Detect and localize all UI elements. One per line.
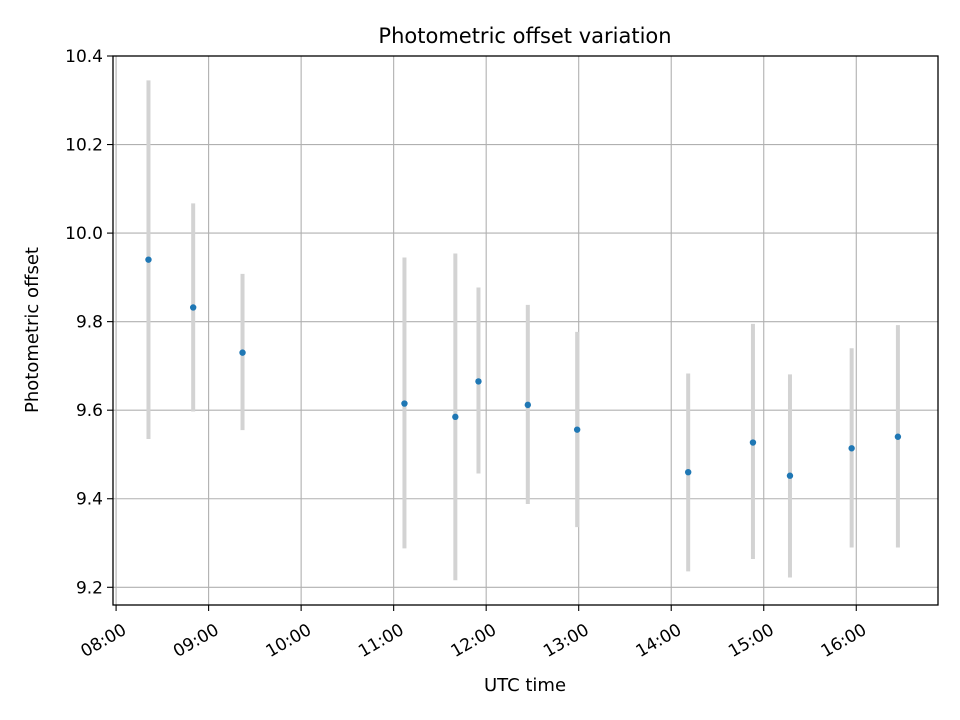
data-point [524, 401, 532, 409]
data-point [684, 468, 692, 476]
y-tick-label: 9.2 [76, 578, 103, 598]
data-point [573, 426, 581, 433]
y-axis-label: Photometric offset [22, 247, 43, 413]
y-tick-label: 10.0 [65, 224, 103, 244]
x-axis-label: UTC time [484, 675, 566, 696]
data-point [239, 349, 246, 356]
y-tick-label: 10.4 [65, 47, 103, 67]
data-point [749, 439, 757, 446]
data-point [189, 304, 197, 311]
data-point [894, 433, 902, 440]
data-point [145, 256, 152, 263]
y-axis: 9.2 9.4 9.6 9.8 10.0 10.2 10.4 [65, 47, 113, 598]
grid [113, 55, 938, 605]
data-point [475, 378, 482, 385]
data-point [452, 413, 459, 421]
data-point [401, 400, 408, 407]
data-point [848, 445, 855, 452]
y-tick-label: 9.4 [76, 490, 103, 510]
y-tick-label: 9.6 [76, 401, 103, 421]
data-points [145, 256, 902, 479]
data-point [786, 472, 794, 479]
chart-title: Photometric offset variation [378, 24, 671, 48]
y-tick-label: 10.2 [65, 136, 103, 156]
y-tick-label: 9.8 [76, 313, 103, 333]
plot-frame [112, 55, 939, 606]
